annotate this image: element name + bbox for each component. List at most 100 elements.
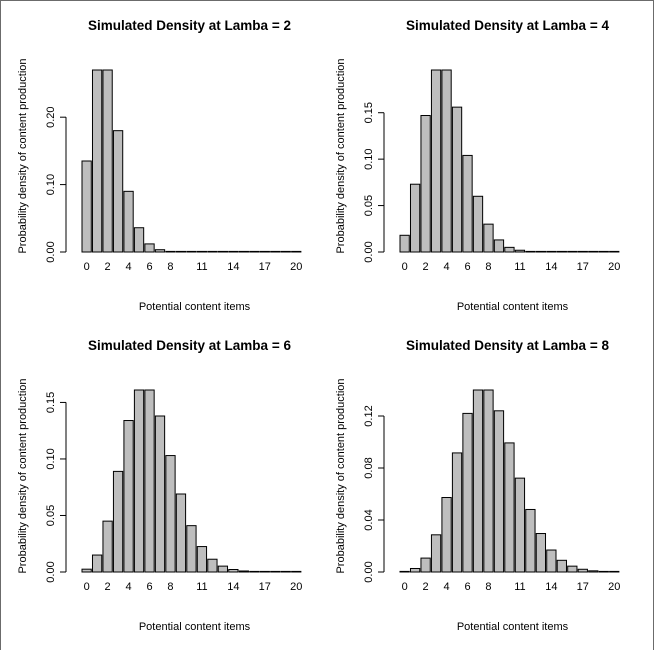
bar [228, 569, 239, 573]
bar [441, 69, 452, 253]
x-tick-label: 4 [443, 261, 449, 273]
y-tick-label: 0.00 [45, 561, 57, 582]
chart-title: Simulated Density at Lamba = 4 [406, 18, 609, 33]
bar [567, 250, 578, 253]
x-tick-label: 14 [227, 581, 239, 593]
bar [291, 250, 302, 253]
x-tick-label: 6 [464, 261, 470, 273]
y-axis-label: Probability density of content productio… [17, 58, 29, 253]
bar [535, 250, 547, 253]
bar [483, 389, 494, 573]
x-tick-label: 6 [146, 581, 152, 593]
bar [165, 250, 176, 253]
y-tick-label: 0.08 [363, 457, 375, 478]
x-tick-label: 2 [423, 581, 429, 593]
bar [123, 190, 134, 253]
bar [249, 250, 260, 253]
bar [535, 533, 547, 573]
chart-panel-4: Simulated Density at Lamba = 8 0 2 4 6 8 11 14 1… [335, 338, 620, 633]
bar [430, 69, 442, 253]
bar [270, 250, 281, 253]
x-tick-label: 6 [464, 581, 470, 593]
bar [144, 389, 155, 573]
bar [196, 250, 208, 253]
x-tick-label: 4 [125, 261, 131, 273]
x-axis-label: Potential content items [457, 621, 569, 633]
x-tick-label: 17 [577, 261, 589, 273]
x-tick-label: 11 [514, 261, 525, 273]
bar [280, 570, 291, 573]
bar [598, 250, 609, 253]
bar [525, 508, 536, 573]
y-tick-label: 0.12 [363, 405, 375, 426]
x-tick-label: 20 [608, 261, 620, 273]
chart-panel-1: Simulated Density at Lamba = 2 0 2 4 6 8 11 14 1… [17, 18, 302, 313]
bar [472, 389, 484, 573]
y-axis-label: Probability density of content productio… [335, 58, 347, 253]
bar [207, 558, 218, 573]
x-axis-label: Potential content items [139, 301, 251, 313]
x-tick-label: 4 [125, 581, 131, 593]
bar [483, 223, 494, 253]
chart-title: Simulated Density at Lamba = 8 [406, 338, 609, 353]
chart-title: Simulated Density at Lamba = 6 [88, 338, 291, 353]
bar [462, 154, 473, 253]
bar [409, 567, 421, 573]
bar [556, 559, 567, 573]
bar [217, 250, 229, 253]
bar [567, 565, 578, 573]
bar [259, 570, 270, 573]
bar [556, 250, 567, 253]
bar [577, 250, 588, 253]
bar [81, 160, 92, 253]
bar [441, 497, 452, 573]
bar [165, 455, 176, 573]
bar [81, 568, 92, 573]
bar [451, 452, 463, 573]
chart-title: Simulated Density at Lamba = 2 [88, 18, 291, 33]
frame-top-border [0, 0, 654, 1]
bar [186, 525, 197, 573]
x-tick-label: 8 [485, 581, 491, 593]
y-tick-label: 0.10 [45, 448, 57, 469]
bar [493, 239, 505, 253]
y-tick-label: 0.15 [45, 392, 57, 413]
y-tick-label: 0.20 [45, 106, 57, 127]
bar [249, 570, 260, 573]
bar [493, 410, 505, 573]
bar [133, 389, 145, 573]
bar [259, 250, 270, 253]
x-tick-label: 8 [485, 261, 491, 273]
bar [154, 415, 166, 573]
bar [588, 250, 599, 253]
x-tick-label: 0 [402, 581, 408, 593]
x-tick-label: 20 [290, 261, 302, 273]
x-tick-label: 14 [545, 581, 557, 593]
x-tick-label: 20 [290, 581, 302, 593]
y-tick-label: 0.10 [45, 174, 57, 195]
y-tick-label: 0.00 [363, 561, 375, 582]
x-tick-label: 17 [577, 581, 589, 593]
bar [196, 546, 208, 573]
bar [546, 250, 557, 253]
bar [514, 249, 526, 253]
x-tick-label: 14 [545, 261, 557, 273]
bar [207, 250, 218, 253]
bar [514, 477, 526, 573]
bar [144, 243, 155, 253]
bar [598, 570, 609, 573]
x-tick-label: 6 [146, 261, 152, 273]
y-tick-label: 0.05 [363, 195, 375, 216]
x-tick-label: 11 [514, 581, 525, 593]
x-tick-label: 17 [259, 581, 271, 593]
bar [175, 250, 187, 253]
x-tick-label: 2 [105, 581, 111, 593]
bar [420, 115, 431, 253]
bar [175, 493, 187, 573]
bar [430, 534, 442, 573]
y-tick-label: 0.05 [45, 505, 57, 526]
x-axis-label: Potential content items [457, 301, 569, 313]
x-tick-label: 8 [167, 581, 173, 593]
x-tick-label: 11 [196, 581, 207, 593]
